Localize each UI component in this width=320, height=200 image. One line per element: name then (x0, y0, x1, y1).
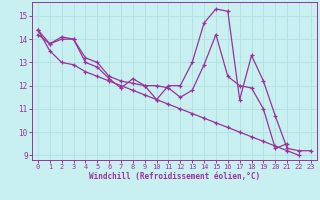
X-axis label: Windchill (Refroidissement éolien,°C): Windchill (Refroidissement éolien,°C) (89, 172, 260, 181)
